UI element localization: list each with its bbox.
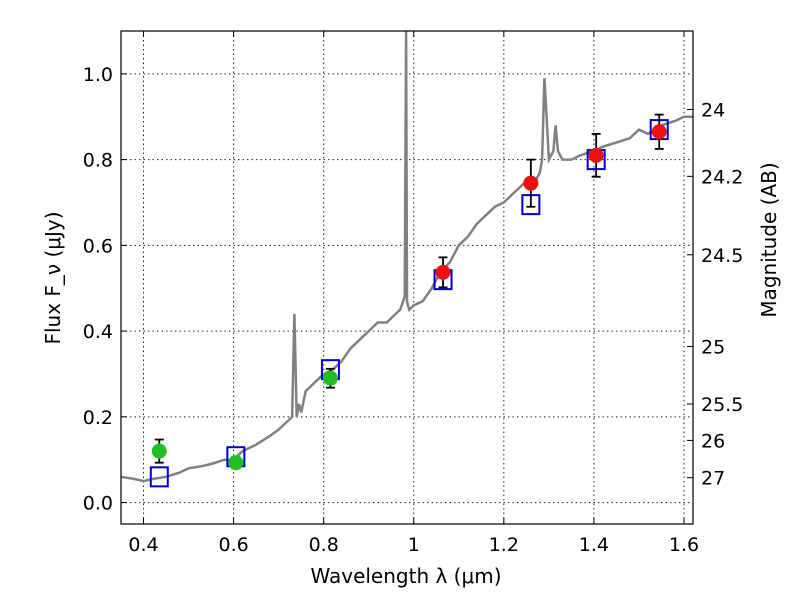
x-tick-label: 0.4 [128,534,158,556]
plot-frame [120,30,694,525]
right-axis-label: Magnitude (AB) [757,162,781,317]
axis-ticks: 0.4 0.6 0.8 1 1.2 1.4 1.6 0.0 0.2 0.4 0.6 0.8 1.0 24 2… [83,31,743,556]
right-tick-label: 25.5 [701,394,743,416]
x-tick-label: 1.2 [489,534,519,556]
y-tick-label: 0.4 [83,321,113,343]
y-tick-label: 0.0 [83,493,113,515]
red-observed-point [523,175,539,191]
x-axis-label: Wavelength λ (μm) [310,564,501,588]
x-tick-label: 0.6 [218,534,248,556]
y-axis-label: Flux F_ν (μJy) [41,211,65,344]
red-observed-point [435,264,451,280]
y-tick-label: 0.2 [83,407,113,429]
right-tick-label: 26 [701,430,725,452]
x-tick-label: 1.6 [669,534,699,556]
right-tick-label: 27 [701,468,725,490]
green-observed-point [228,455,244,471]
y-tick-label: 0.6 [83,235,113,257]
model-box-point [149,466,169,488]
red-observed-point [588,147,604,163]
data-points [149,113,669,488]
spectrum-line [121,31,693,483]
y-tick-label: 1.0 [83,64,113,86]
green-observed-point [322,370,338,386]
x-tick-label: 1 [408,534,420,556]
red-observed-point [651,124,667,140]
right-tick-label: 24 [701,99,725,121]
grid [121,31,693,524]
right-tick-label: 24.2 [701,166,743,188]
right-tick-label: 24.5 [701,245,743,267]
y-tick-label: 0.8 [83,150,113,172]
x-tick-label: 0.8 [309,534,339,556]
right-tick-label: 25 [701,337,725,359]
green-observed-point [151,443,167,459]
x-tick-label: 1.4 [579,534,609,556]
